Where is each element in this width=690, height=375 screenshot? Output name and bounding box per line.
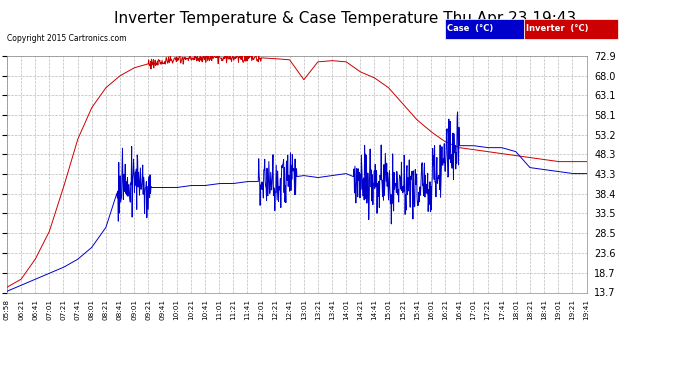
Text: Copyright 2015 Cartronics.com: Copyright 2015 Cartronics.com bbox=[7, 34, 126, 43]
Text: Case  (°C): Case (°C) bbox=[447, 24, 493, 33]
Text: Inverter  (°C): Inverter (°C) bbox=[526, 24, 589, 33]
Text: Inverter Temperature & Case Temperature Thu Apr 23 19:43: Inverter Temperature & Case Temperature … bbox=[114, 11, 576, 26]
